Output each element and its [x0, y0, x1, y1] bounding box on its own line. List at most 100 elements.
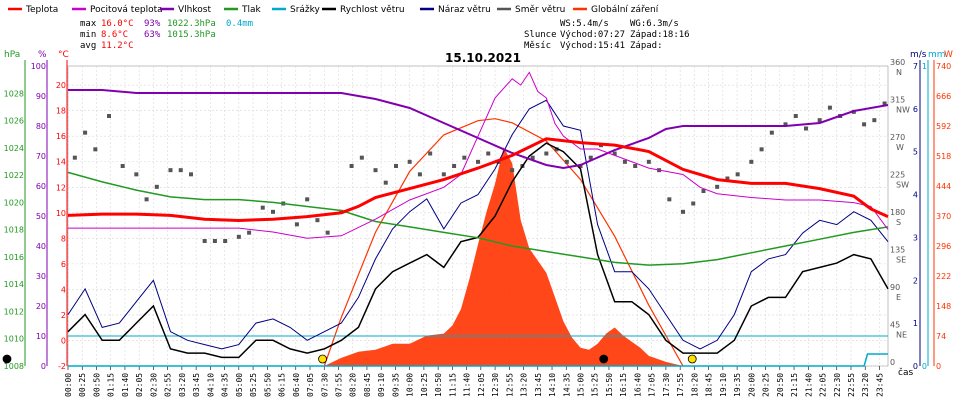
pct-tick-label: 10 [36, 332, 46, 341]
time-tick-label: 08:45 [363, 373, 372, 397]
ws-value: WS:5.4m/s [560, 19, 609, 29]
wind-direction-point [189, 172, 193, 177]
w-tick-label: 740 [936, 62, 951, 71]
c-tick-label: -2 [58, 362, 66, 371]
wind-direction-point [769, 130, 774, 135]
hpa-tick-label: 1010 [4, 335, 24, 344]
hpa-tick-label: 1026 [4, 117, 24, 126]
moonset: Západ: [630, 41, 663, 51]
time-tick-label: 17:05 [648, 373, 657, 397]
wind-direction-point [817, 118, 822, 123]
direction-tick-label: 225 [890, 171, 905, 180]
hpa-tick-label: 1022 [4, 171, 24, 180]
legend-item: Náraz větru [438, 5, 491, 15]
time-tick-label: 18:45 [705, 373, 714, 397]
rain-line [68, 353, 888, 367]
direction-tick-label: 0 [890, 358, 895, 367]
wind-direction-point [83, 130, 88, 135]
pct-tick-label: 60 [36, 182, 46, 191]
max-rain: 0.4mm [226, 19, 253, 29]
time-tick-label: 02:55 [164, 373, 173, 397]
time-tick-label: 00:50 [92, 373, 101, 397]
pct-tick-label: 30 [36, 272, 46, 281]
wind-direction-point [872, 118, 877, 123]
wind-direction-point [359, 155, 364, 160]
mm-tick-label: 0 [922, 362, 927, 371]
hpa-unit-label: hPa [4, 50, 20, 60]
pct-unit-label: % [38, 50, 47, 60]
wind-direction-point [681, 209, 685, 214]
radiation-area [324, 147, 683, 366]
wind-direction-point [394, 164, 398, 168]
wind-direction-point [260, 205, 265, 210]
c-tick-label: 6 [61, 260, 66, 269]
time-tick-label: 07:05 [306, 373, 315, 397]
c-tick-label: 4 [61, 285, 66, 294]
axes: 1028102610241022102010181016101410121010… [4, 58, 952, 371]
hpa-tick-label: 1018 [4, 226, 24, 235]
time-axis-label: čas [898, 367, 913, 378]
time-tick-label: 01:40 [121, 373, 130, 397]
wind-direction-point [827, 105, 832, 110]
hpa-tick-label: 1024 [4, 144, 24, 153]
wind-direction-point [633, 164, 638, 168]
min-press: 1015.3hPa [167, 30, 216, 40]
wind-direction-point [715, 184, 720, 189]
direction-tick-label: S [896, 218, 901, 227]
min-label: min [80, 30, 96, 40]
hpa-tick-label: 1012 [4, 307, 24, 316]
ms-tick-label: 5 [913, 148, 918, 157]
humidity-line [68, 89, 889, 170]
time-tick-label: 21:40 [804, 373, 813, 397]
time-tick-label: 20:00 [747, 373, 756, 397]
time-tick-label: 15:00 [577, 373, 586, 397]
wind-direction-point [134, 172, 139, 177]
time-tick-label: 05:00 [235, 373, 244, 397]
wind-direction-point [646, 159, 651, 164]
c-tick-label: 14 [56, 158, 66, 167]
wind-direction-point [202, 239, 207, 243]
time-tick-label: 13:20 [520, 373, 529, 397]
legend-item: Směr větru [515, 5, 565, 15]
min-temp: 8.6°C [101, 30, 128, 40]
wind-direction-point [701, 189, 706, 193]
wind-direction-point [223, 239, 228, 243]
wind-direction-point [305, 197, 310, 202]
direction-tick-label: 360 [890, 58, 905, 67]
c-tick-label: 0 [61, 336, 66, 345]
moonrise: Východ:15:41 [560, 41, 625, 51]
w-tick-label: 0 [936, 362, 941, 371]
direction-tick-label: SW [896, 181, 909, 190]
sunrise-marker [318, 354, 327, 364]
time-tick-label: 10:25 [420, 373, 429, 397]
wind-direction-point [93, 147, 98, 152]
moon-marker-left [2, 354, 12, 364]
time-tick-label: 02:30 [149, 373, 158, 397]
moonrise-marker [599, 354, 609, 364]
direction-tick-label: 90 [890, 283, 900, 292]
time-tick-label: 19:35 [733, 373, 742, 397]
wind-direction-point [441, 172, 446, 177]
max-hum: 93% [144, 19, 161, 29]
moon-label: Měsíc [524, 41, 551, 51]
w-tick-label: 518 [936, 152, 951, 161]
ms-unit-label: m/s [910, 50, 927, 60]
plot-area [2, 71, 889, 367]
min-hum: 63% [144, 30, 161, 40]
w-tick-label: 296 [936, 242, 951, 251]
direction-tick-label: SE [896, 256, 906, 265]
wind-direction-point [383, 180, 388, 185]
direction-tick-label: 315 [890, 96, 905, 105]
time-tick-label: 18:20 [690, 373, 699, 397]
direction-tick-label: 45 [890, 321, 900, 330]
ms-tick-label: 3 [913, 233, 918, 242]
legend-item: Pocitová teplota [90, 5, 163, 15]
time-tick-label: 04:10 [206, 373, 215, 397]
legend-item: Vlhkost [178, 5, 211, 15]
wind-direction-point [862, 122, 867, 127]
max-label: max [80, 19, 97, 29]
time-tick-label: 11:40 [463, 373, 472, 397]
wind-direction-point [793, 114, 798, 118]
time-tick-label: 02:05 [135, 373, 144, 397]
